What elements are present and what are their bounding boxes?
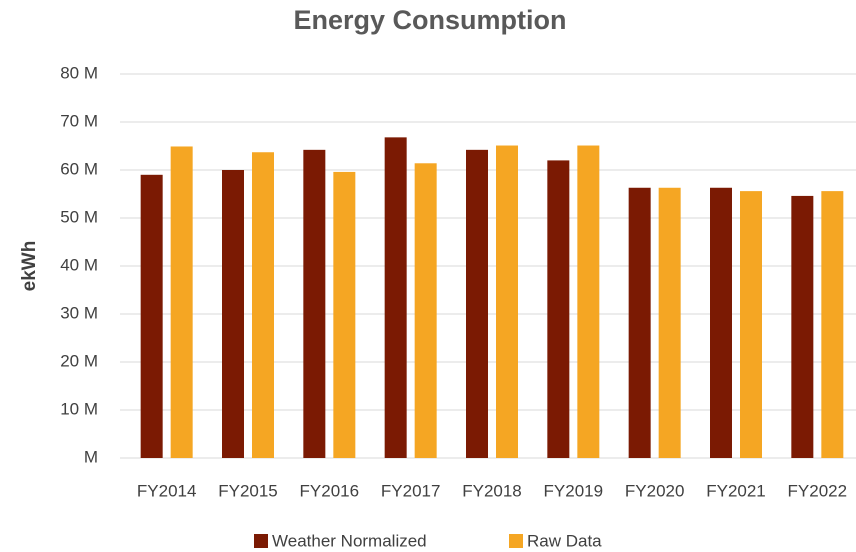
y-tick-label: 20 M (60, 351, 98, 370)
bar (384, 137, 407, 459)
y-tick-label: 30 M (60, 303, 98, 322)
bar (821, 191, 844, 458)
bar (252, 152, 274, 459)
bar (170, 146, 193, 459)
legend-label: Weather Normalized (272, 531, 427, 550)
y-tick-label: 40 M (60, 255, 98, 274)
x-tick-label: FY2021 (706, 481, 766, 500)
bar (222, 170, 244, 458)
x-tick-label: FY2018 (462, 481, 522, 500)
bar (740, 191, 762, 458)
bar (333, 171, 356, 459)
bar (658, 187, 681, 458)
bar (791, 195, 814, 459)
y-tick-label: 80 M (60, 63, 98, 82)
chart-title: Energy Consumption (293, 5, 566, 35)
bar (710, 187, 732, 458)
legend-swatch (509, 534, 523, 548)
x-tick-label: FY2022 (788, 481, 848, 500)
legend-label: Raw Data (527, 531, 602, 550)
x-tick-label: FY2016 (300, 481, 360, 500)
bar (577, 145, 600, 458)
bar (496, 145, 518, 458)
x-tick-label: FY2014 (137, 481, 197, 500)
legend-swatch (254, 534, 268, 548)
bar (140, 174, 163, 459)
bar (628, 187, 651, 458)
y-tick-label: 70 M (60, 111, 98, 130)
x-tick-label: FY2020 (625, 481, 685, 500)
y-tick-label: 60 M (60, 159, 98, 178)
bar (547, 160, 570, 458)
y-tick-label: 10 M (60, 399, 98, 418)
x-tick-label: FY2017 (381, 481, 441, 500)
x-tick-label: FY2019 (544, 481, 604, 500)
bar (466, 149, 488, 458)
y-tick-label: 50 M (60, 207, 98, 226)
x-tick-label: FY2015 (218, 481, 278, 500)
y-tick-label: M (84, 447, 98, 466)
y-axis-title: ekWh (19, 241, 40, 292)
bar (414, 163, 437, 458)
bar (303, 149, 326, 458)
